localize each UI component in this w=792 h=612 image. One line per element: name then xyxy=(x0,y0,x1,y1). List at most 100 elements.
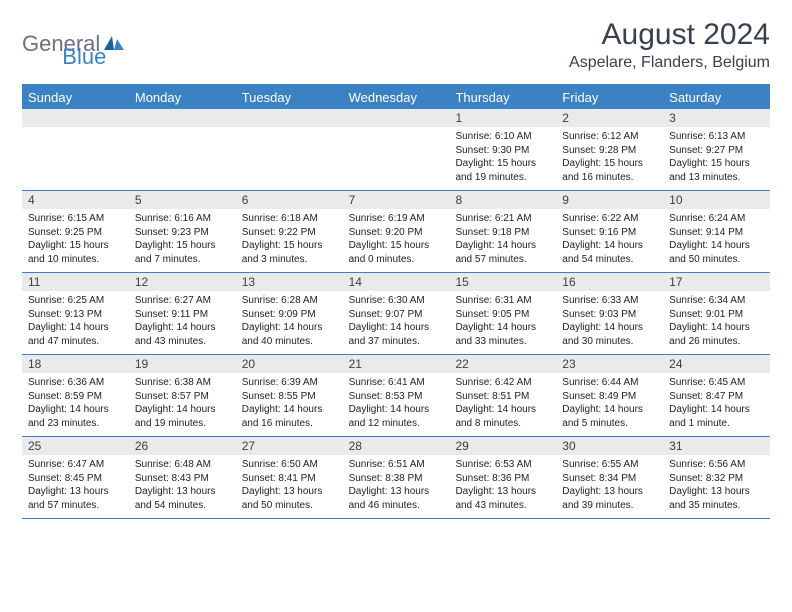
page-title: August 2024 xyxy=(569,18,770,52)
sunrise-text: Sunrise: 6:21 AM xyxy=(455,212,550,226)
day-number: 11 xyxy=(22,273,129,291)
week-row: 11 Sunrise: 6:25 AMSunset: 9:13 PMDayligh… xyxy=(22,273,770,355)
day-details: Sunrise: 6:41 AMSunset: 8:53 PMDaylight:… xyxy=(343,376,450,430)
day-details: Sunrise: 6:30 AMSunset: 9:07 PMDaylight:… xyxy=(343,294,450,348)
day-details: Sunrise: 6:10 AMSunset: 9:30 PMDaylight:… xyxy=(449,130,556,184)
sunset-text: Sunset: 9:09 PM xyxy=(242,308,337,322)
daylight-text: Daylight: 13 hours and 43 minutes. xyxy=(455,485,550,512)
sunrise-text: Sunrise: 6:33 AM xyxy=(562,294,657,308)
day-details: Sunrise: 6:24 AMSunset: 9:14 PMDaylight:… xyxy=(663,212,770,266)
sunset-text: Sunset: 9:18 PM xyxy=(455,226,550,240)
day-details: Sunrise: 6:22 AMSunset: 9:16 PMDaylight:… xyxy=(556,212,663,266)
day-cell: 30Sunrise: 6:55 AMSunset: 8:34 PMDayligh… xyxy=(556,437,663,518)
sunset-text: Sunset: 9:05 PM xyxy=(455,308,550,322)
sunrise-text: Sunrise: 6:24 AM xyxy=(669,212,764,226)
sunrise-text: Sunrise: 6:44 AM xyxy=(562,376,657,390)
daylight-text: Daylight: 13 hours and 54 minutes. xyxy=(135,485,230,512)
day-cell xyxy=(343,109,450,190)
sunset-text: Sunset: 9:03 PM xyxy=(562,308,657,322)
sunrise-text: Sunrise: 6:47 AM xyxy=(28,458,123,472)
day-details: Sunrise: 6:27 AMSunset: 9:11 PMDaylight:… xyxy=(129,294,236,348)
day-number xyxy=(129,109,236,127)
day-details: Sunrise: 6:28 AMSunset: 9:09 PMDaylight:… xyxy=(236,294,343,348)
day-cell: 14 Sunrise: 6:30 AMSunset: 9:07 PMDayligh… xyxy=(343,273,450,354)
day-details: Sunrise: 6:42 AMSunset: 8:51 PMDaylight:… xyxy=(449,376,556,430)
daylight-text: Daylight: 14 hours and 1 minute. xyxy=(669,403,764,430)
week-row: 4Sunrise: 6:15 AMSunset: 9:25 PMDaylight… xyxy=(22,191,770,273)
day-number: 19 xyxy=(129,355,236,373)
weekday-header: Saturday xyxy=(663,86,770,109)
sunset-text: Sunset: 8:45 PM xyxy=(28,472,123,486)
sunset-text: Sunset: 9:20 PM xyxy=(349,226,444,240)
sunset-text: Sunset: 9:01 PM xyxy=(669,308,764,322)
day-number: 30 xyxy=(556,437,663,455)
day-number: 23 xyxy=(556,355,663,373)
day-number: 21 xyxy=(343,355,450,373)
sunrise-text: Sunrise: 6:38 AM xyxy=(135,376,230,390)
sunrise-text: Sunrise: 6:18 AM xyxy=(242,212,337,226)
day-cell: 21 Sunrise: 6:41 AMSunset: 8:53 PMDayligh… xyxy=(343,355,450,436)
sunrise-text: Sunrise: 6:36 AM xyxy=(28,376,123,390)
day-details: Sunrise: 6:45 AMSunset: 8:47 PMDaylight:… xyxy=(663,376,770,430)
sunset-text: Sunset: 9:11 PM xyxy=(135,308,230,322)
day-details: Sunrise: 6:51 AMSunset: 8:38 PMDaylight:… xyxy=(343,458,450,512)
day-number: 14 xyxy=(343,273,450,291)
daylight-text: Daylight: 15 hours and 16 minutes. xyxy=(562,157,657,184)
weekday-header: Friday xyxy=(556,86,663,109)
day-number: 25 xyxy=(22,437,129,455)
daylight-text: Daylight: 14 hours and 30 minutes. xyxy=(562,321,657,348)
day-number: 6 xyxy=(236,191,343,209)
daylight-text: Daylight: 14 hours and 5 minutes. xyxy=(562,403,657,430)
daylight-text: Daylight: 14 hours and 37 minutes. xyxy=(349,321,444,348)
sunrise-text: Sunrise: 6:45 AM xyxy=(669,376,764,390)
title-block: August 2024 Aspelare, Flanders, Belgium xyxy=(569,18,770,72)
day-details: Sunrise: 6:44 AMSunset: 8:49 PMDaylight:… xyxy=(556,376,663,430)
sunrise-text: Sunrise: 6:28 AM xyxy=(242,294,337,308)
day-details: Sunrise: 6:50 AMSunset: 8:41 PMDaylight:… xyxy=(236,458,343,512)
day-cell: 28 Sunrise: 6:51 AMSunset: 8:38 PMDayligh… xyxy=(343,437,450,518)
daylight-text: Daylight: 13 hours and 46 minutes. xyxy=(349,485,444,512)
day-details: Sunrise: 6:21 AMSunset: 9:18 PMDaylight:… xyxy=(449,212,556,266)
day-cell: 24Sunrise: 6:45 AMSunset: 8:47 PMDayligh… xyxy=(663,355,770,436)
day-number: 15 xyxy=(449,273,556,291)
daylight-text: Daylight: 14 hours and 26 minutes. xyxy=(669,321,764,348)
day-details: Sunrise: 6:33 AMSunset: 9:03 PMDaylight:… xyxy=(556,294,663,348)
sunrise-text: Sunrise: 6:51 AM xyxy=(349,458,444,472)
day-details: Sunrise: 6:48 AMSunset: 8:43 PMDaylight:… xyxy=(129,458,236,512)
sunset-text: Sunset: 9:16 PM xyxy=(562,226,657,240)
day-number: 27 xyxy=(236,437,343,455)
day-number: 9 xyxy=(556,191,663,209)
daylight-text: Daylight: 14 hours and 40 minutes. xyxy=(242,321,337,348)
day-number: 18 xyxy=(22,355,129,373)
day-cell: 20Sunrise: 6:39 AMSunset: 8:55 PMDayligh… xyxy=(236,355,343,436)
day-number: 26 xyxy=(129,437,236,455)
day-cell: 13Sunrise: 6:28 AMSunset: 9:09 PMDayligh… xyxy=(236,273,343,354)
day-number: 8 xyxy=(449,191,556,209)
sunset-text: Sunset: 8:41 PM xyxy=(242,472,337,486)
sunset-text: Sunset: 8:32 PM xyxy=(669,472,764,486)
day-cell: 4Sunrise: 6:15 AMSunset: 9:25 PMDaylight… xyxy=(22,191,129,272)
day-details: Sunrise: 6:38 AMSunset: 8:57 PMDaylight:… xyxy=(129,376,236,430)
sunrise-text: Sunrise: 6:12 AM xyxy=(562,130,657,144)
week-row: 1Sunrise: 6:10 AMSunset: 9:30 PMDaylight… xyxy=(22,109,770,191)
day-number: 28 xyxy=(343,437,450,455)
day-cell: 19 Sunrise: 6:38 AMSunset: 8:57 PMDayligh… xyxy=(129,355,236,436)
sunset-text: Sunset: 8:49 PM xyxy=(562,390,657,404)
sunrise-text: Sunrise: 6:34 AM xyxy=(669,294,764,308)
day-cell: 12Sunrise: 6:27 AMSunset: 9:11 PMDayligh… xyxy=(129,273,236,354)
day-details: Sunrise: 6:25 AMSunset: 9:13 PMDaylight:… xyxy=(22,294,129,348)
day-number xyxy=(343,109,450,127)
day-number: 2 xyxy=(556,109,663,127)
logo-text-blue: Blue xyxy=(62,44,106,70)
sunset-text: Sunset: 8:59 PM xyxy=(28,390,123,404)
sunset-text: Sunset: 9:25 PM xyxy=(28,226,123,240)
day-cell: 29Sunrise: 6:53 AMSunset: 8:36 PMDayligh… xyxy=(449,437,556,518)
day-cell: 22Sunrise: 6:42 AMSunset: 8:51 PMDayligh… xyxy=(449,355,556,436)
day-details: Sunrise: 6:19 AMSunset: 9:20 PMDaylight:… xyxy=(343,212,450,266)
sunset-text: Sunset: 8:55 PM xyxy=(242,390,337,404)
day-cell: 3Sunrise: 6:13 AMSunset: 9:27 PMDaylight… xyxy=(663,109,770,190)
day-number: 10 xyxy=(663,191,770,209)
calendar: SundayMondayTuesdayWednesdayThursdayFrid… xyxy=(22,84,770,519)
sunset-text: Sunset: 9:14 PM xyxy=(669,226,764,240)
location-text: Aspelare, Flanders, Belgium xyxy=(569,54,770,72)
